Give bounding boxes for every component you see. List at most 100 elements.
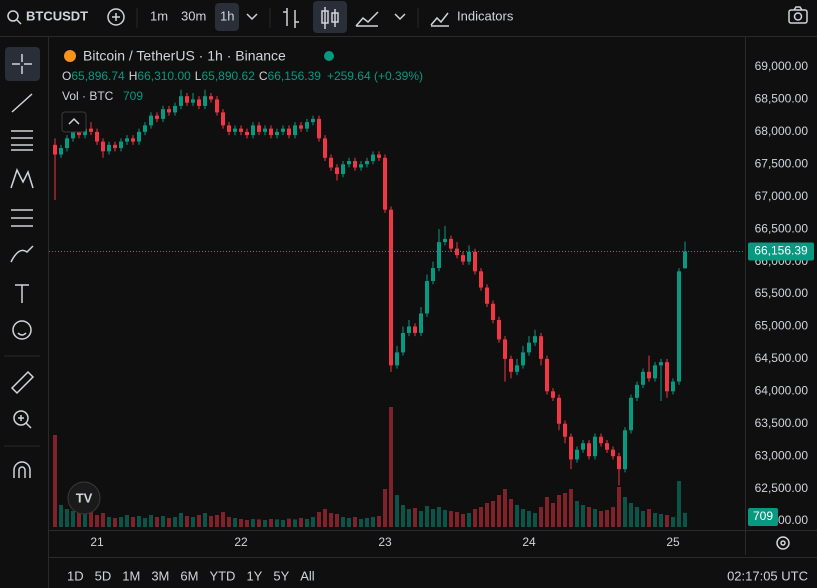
- range-button[interactable]: YTD: [209, 568, 235, 583]
- candle-body: [635, 384, 639, 398]
- volume-bar: [569, 489, 573, 527]
- interval[interactable]: 30m: [181, 8, 206, 23]
- pattern-tool[interactable]: [10, 168, 34, 189]
- chevron[interactable]: [394, 13, 406, 21]
- volume-bar: [557, 495, 561, 527]
- candle-body: [671, 381, 675, 392]
- candle-body: [173, 105, 177, 113]
- candle-body: [287, 128, 291, 136]
- candle-body: [641, 371, 645, 385]
- y-tick-label: 67,000.00: [755, 189, 809, 203]
- candle-body: [275, 131, 279, 136]
- volume-bar: [641, 511, 645, 527]
- add-symbol[interactable]: [107, 8, 125, 26]
- range-button[interactable]: 5D: [95, 568, 112, 583]
- range-button[interactable]: 1M: [122, 568, 140, 583]
- volume-bar: [179, 513, 183, 527]
- volume-bar: [425, 506, 429, 527]
- volume-bar: [281, 520, 285, 527]
- volume-bar: [395, 495, 399, 527]
- ohlc-key: H: [129, 69, 138, 83]
- candle-body: [77, 131, 81, 136]
- ohlc-key: O: [62, 69, 71, 83]
- magnet-tool[interactable]: [13, 461, 31, 478]
- candle-body: [497, 319, 501, 340]
- y-tick-label: 64,000.00: [755, 383, 809, 397]
- volume-bar: [431, 509, 435, 527]
- indicators[interactable]: Indicators: [457, 8, 514, 23]
- volume-bar: [473, 509, 477, 527]
- range-button[interactable]: 3M: [151, 568, 169, 583]
- volume-bar: [437, 507, 441, 527]
- text-tool[interactable]: [15, 284, 29, 303]
- candle-body: [143, 125, 147, 132]
- area-icon[interactable]: [355, 11, 379, 27]
- chevron[interactable]: [246, 13, 258, 21]
- volume-bar: [53, 435, 57, 527]
- collapse[interactable]: [61, 111, 87, 133]
- volume-bar: [401, 505, 405, 527]
- volume-bar: [341, 517, 345, 527]
- volume-bar: [449, 511, 453, 527]
- ruler-tool[interactable]: [10, 370, 35, 395]
- range-button[interactable]: 5Y: [273, 568, 289, 583]
- market-open: [324, 51, 334, 61]
- volume-bar: [167, 518, 171, 527]
- volume-bar: [659, 514, 663, 527]
- volume-bar: [95, 515, 99, 527]
- volume-bar: [455, 512, 459, 527]
- candle-body: [623, 430, 627, 470]
- emoji-tool[interactable]: [12, 320, 32, 340]
- trend-line-tool[interactable]: [11, 93, 33, 113]
- volume-bar: [617, 487, 621, 527]
- candle-body: [269, 128, 273, 136]
- candle-body: [251, 125, 255, 136]
- y-tick-label: 69,000.00: [755, 59, 809, 73]
- candle-body: [161, 109, 165, 119]
- range-button[interactable]: 1D: [67, 568, 84, 583]
- x-tick-label: 25: [666, 535, 680, 549]
- interval[interactable]: 1m: [150, 8, 168, 23]
- zoom-tool[interactable]: [13, 410, 32, 429]
- search-icon[interactable]: [7, 10, 22, 25]
- candle-body: [89, 128, 93, 132]
- snapshot[interactable]: [788, 6, 808, 24]
- ohlc-value: 66,156.39: [268, 69, 322, 83]
- range-button[interactable]: 6M: [180, 568, 198, 583]
- range-button[interactable]: 1Y: [246, 568, 262, 583]
- range-button[interactable]: All: [300, 568, 315, 583]
- legend-title: Bitcoin / TetherUS · 1h · Binance: [83, 48, 286, 64]
- crosshair-tool[interactable]: [12, 54, 32, 74]
- candle-body: [443, 238, 447, 243]
- candle-body: [329, 157, 333, 168]
- volume-bar: [251, 519, 255, 527]
- volume-bar: [323, 509, 327, 527]
- cursor-active: [5, 47, 40, 81]
- volume-bar: [149, 515, 153, 527]
- change: +259.64 (+0.39%): [327, 69, 423, 83]
- volume-bar: [485, 503, 489, 527]
- fib-tool[interactable]: [11, 130, 33, 151]
- candle-body: [65, 138, 69, 149]
- volume-bar: [143, 518, 147, 527]
- forecast-tool[interactable]: [11, 209, 33, 227]
- candle-body: [557, 397, 561, 424]
- volume-bar: [377, 516, 381, 527]
- settings[interactable]: [776, 536, 790, 550]
- candle-body: [653, 365, 657, 379]
- bars-icon[interactable]: [283, 8, 299, 28]
- volume-bar: [521, 509, 525, 527]
- brush-tool[interactable]: [10, 245, 34, 263]
- candle-icon-body: [331, 12, 339, 23]
- indicators-icon[interactable]: [430, 12, 449, 27]
- candle-body: [599, 436, 603, 444]
- volume-bar: [257, 519, 261, 527]
- volume-bar: [191, 517, 195, 527]
- y-tick-label: 68,000.00: [755, 124, 809, 138]
- volume-bar: [125, 515, 129, 527]
- candle-body: [299, 125, 303, 129]
- interval[interactable]: 1h: [220, 8, 234, 23]
- symbol[interactable]: BTCUSDT: [26, 8, 88, 23]
- volume-bar: [59, 505, 63, 527]
- volume-bar: [245, 520, 249, 527]
